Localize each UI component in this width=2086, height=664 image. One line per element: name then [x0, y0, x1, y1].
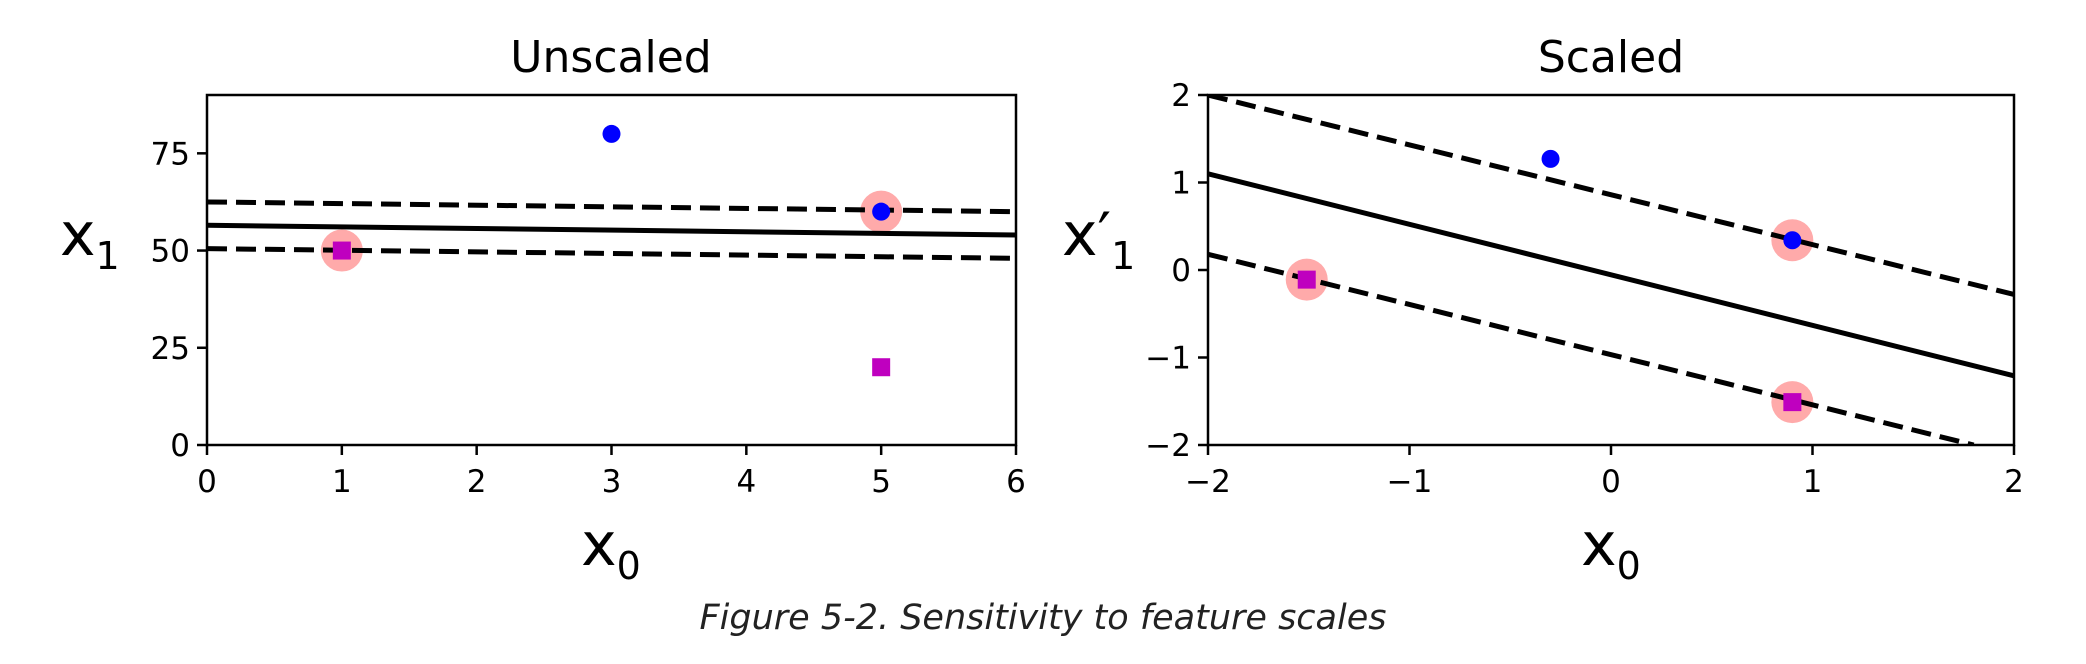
y-tick-label: 2: [1171, 78, 1191, 114]
y-tick-label: 75: [151, 136, 190, 172]
data-point-circle: [872, 202, 891, 221]
x-axis-label: x0: [581, 510, 641, 588]
x-tick-label: 4: [736, 464, 756, 500]
margin-line: [1208, 95, 2014, 297]
x-tick-label: 2: [2004, 464, 2024, 500]
y-tick-label: 0: [1171, 253, 1191, 289]
x-tick-label: 0: [197, 464, 217, 500]
y-tick-label: 1: [1171, 166, 1191, 202]
x-tick-label: 5: [871, 464, 891, 500]
data-point-square: [332, 241, 351, 260]
y-tick-label: −1: [1145, 341, 1191, 377]
data-point-square: [1297, 270, 1316, 289]
x-tick-label: 0: [1601, 464, 1621, 500]
y-axis-label: x′1: [1062, 200, 1135, 278]
chart-title: Scaled: [1538, 32, 1684, 83]
data-point-square: [1783, 393, 1802, 412]
data-point-circle: [602, 124, 621, 143]
data-point-circle: [1783, 231, 1802, 250]
data-point-square: [872, 358, 891, 377]
x-tick-label: 1: [332, 464, 352, 500]
y-tick-label: 0: [170, 428, 190, 464]
x-tick-label: −2: [1185, 464, 1231, 500]
figure-caption: Figure 5-2. Sensitivity to feature scale…: [699, 598, 1387, 638]
y-tick-label: 50: [151, 234, 190, 270]
x-tick-label: 2: [467, 464, 487, 500]
x-tick-label: 6: [1006, 464, 1026, 500]
chart-scaled: Scaled −2 −1 0 1 2 −2 −1 0 1 2 x0 x′1: [1062, 32, 2024, 588]
y-axis-label: x1: [60, 200, 120, 278]
x-axis-label: x0: [1581, 510, 1641, 588]
axes-frame: [205, 93, 1018, 447]
chart-unscaled: Unscaled 0 1 2 3 4 5 6 0 25 50 75 x0 x1: [60, 32, 1026, 588]
x-tick-label: 1: [1803, 464, 1823, 500]
y-tick-label: −2: [1145, 428, 1191, 464]
data-point-circle: [1541, 149, 1560, 168]
decision-boundary: [207, 222, 1016, 238]
y-tick-label: 25: [151, 331, 190, 367]
chart-title: Unscaled: [510, 32, 711, 83]
x-tick-label: 3: [602, 464, 622, 500]
decision-boundary: [1208, 171, 2014, 379]
axes-frame: [1206, 93, 2016, 447]
margin-line: [1208, 251, 1975, 445]
x-tick-label: −1: [1387, 464, 1433, 500]
